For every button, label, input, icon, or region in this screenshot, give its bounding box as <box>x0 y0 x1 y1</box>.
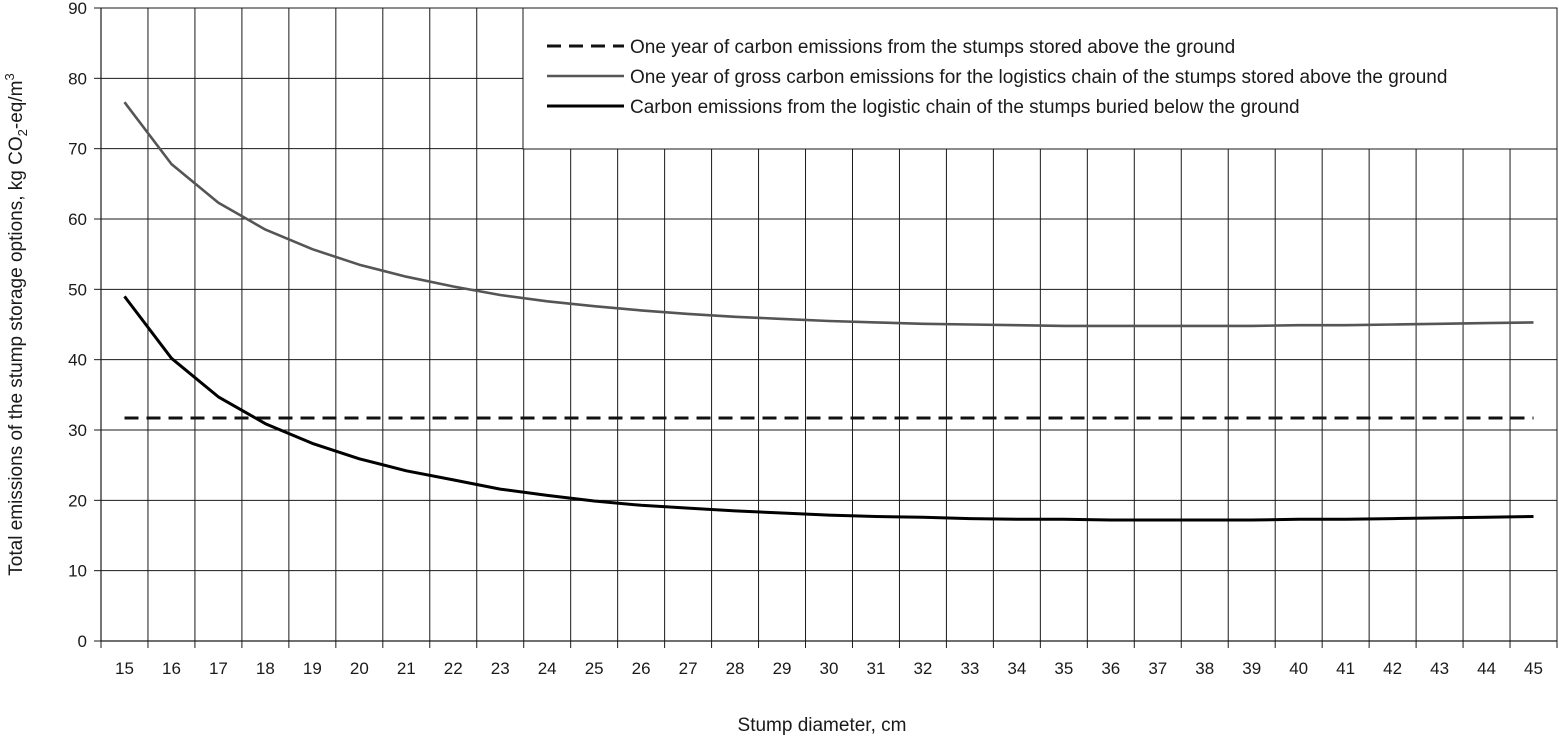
x-tick-label: 19 <box>303 659 322 678</box>
x-tick-label: 35 <box>1054 659 1073 678</box>
y-tick-label: 20 <box>68 491 87 510</box>
x-tick-label: 36 <box>1101 659 1120 678</box>
x-tick-label: 20 <box>350 659 369 678</box>
x-tick-label: 26 <box>632 659 651 678</box>
y-axis-title-superscript: 3 <box>2 73 17 80</box>
x-tick-label: 30 <box>820 659 839 678</box>
x-tick-label: 41 <box>1336 659 1355 678</box>
x-tick-label: 16 <box>162 659 181 678</box>
x-tick-label: 28 <box>726 659 745 678</box>
x-tick-label: 39 <box>1242 659 1261 678</box>
y-axis-title-unit: -eq/m <box>6 81 27 130</box>
x-tick-label: 18 <box>256 659 275 678</box>
axes <box>94 7 1558 648</box>
x-tick-label: 31 <box>867 659 886 678</box>
y-tick-label: 10 <box>68 562 87 581</box>
x-tick-label: 33 <box>960 659 979 678</box>
x-tick-label: 25 <box>585 659 604 678</box>
legend-box <box>522 7 1558 150</box>
legend-label-2: Carbon emissions from the logistic chain… <box>630 97 1300 118</box>
x-tick-label: 27 <box>679 659 698 678</box>
y-tick-label: 40 <box>68 351 87 370</box>
series-line-2 <box>123 295 1534 522</box>
x-tick-label: 37 <box>1148 659 1167 678</box>
y-tick-label: 60 <box>68 210 87 229</box>
legend-label-0: One year of carbon emissions from the st… <box>630 37 1235 58</box>
y-axis-title-main: Total emissions of the stump storage opt… <box>6 136 27 575</box>
grid-lines <box>100 7 1558 642</box>
x-tick-label: 34 <box>1007 659 1026 678</box>
legend: One year of carbon emissions from the st… <box>522 7 1558 150</box>
x-tick-label: 43 <box>1430 659 1449 678</box>
series-line-1 <box>123 101 1534 328</box>
data-series <box>123 101 1534 522</box>
tick-labels: 0 10 20 30 40 50 60 70 80 90 15 16 17 18 19 20 21 22 23 24 2… <box>68 0 1543 678</box>
x-tick-label: 21 <box>397 659 416 678</box>
legend-label-1: One year of gross carbon emissions for t… <box>630 67 1447 88</box>
y-tick-label: 90 <box>68 0 87 18</box>
x-tick-label: 24 <box>538 659 557 678</box>
x-tick-label: 22 <box>444 659 463 678</box>
y-tick-label: 0 <box>78 632 87 651</box>
x-tick-label: 38 <box>1195 659 1214 678</box>
y-tick-label: 80 <box>68 69 87 88</box>
y-axis-title-subscript: 2 <box>15 129 30 136</box>
y-tick-label: 30 <box>68 421 87 440</box>
x-tick-label: 29 <box>773 659 792 678</box>
y-axis-title: Total emissions of the stump storage opt… <box>2 73 30 575</box>
x-tick-label: 23 <box>491 659 510 678</box>
x-tick-label: 40 <box>1289 659 1308 678</box>
y-tick-label: 50 <box>68 280 87 299</box>
y-tick-label: 70 <box>68 140 87 159</box>
x-tick-label: 17 <box>209 659 228 678</box>
x-tick-label: 42 <box>1383 659 1402 678</box>
x-tick-label: 15 <box>115 659 134 678</box>
x-tick-label: 45 <box>1524 659 1543 678</box>
x-tick-label: 44 <box>1477 659 1496 678</box>
x-tick-label: 32 <box>913 659 932 678</box>
x-axis-title: Stump diameter, cm <box>738 715 907 736</box>
